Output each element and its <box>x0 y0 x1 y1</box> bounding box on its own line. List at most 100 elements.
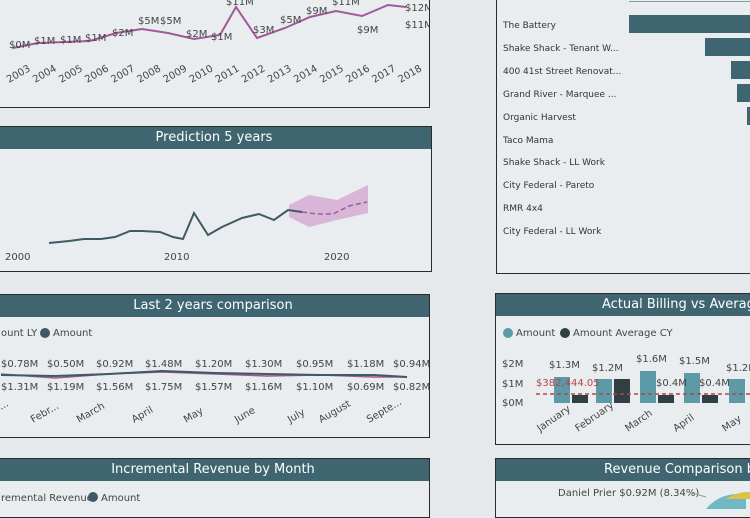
revenue-by-year-panel: $0M $1M $1M $1M $2M $5M $5M $2M $1M $11M $3M $5M $9M… <box>0 0 430 108</box>
billing-list-panel: The Battery Shake Shack - Tenant W... 400 … <box>496 0 750 274</box>
year-value-label: $9M <box>357 25 378 36</box>
actual-billing-title: Actual Billing vs Average <box>496 294 750 316</box>
bar-grand-river <box>737 84 750 102</box>
avg-label: $382,444.05 <box>536 378 600 389</box>
revenue-line <box>12 3 407 49</box>
bar-jan-avg <box>572 395 588 403</box>
billing-item[interactable]: Shake Shack - LL Work <box>503 158 605 169</box>
year-value-label: $5M <box>280 15 301 26</box>
revenue-comparison-chart: Daniel Prier $0.92M (8.34%) <box>558 488 750 509</box>
incremental-chart: remental Revenue Amount <box>1 492 140 504</box>
bar-apr-avg <box>702 395 718 403</box>
year-value-label: $11M <box>332 0 360 8</box>
forecast-band <box>289 185 368 227</box>
ab-bar-label-4: $1.5M <box>679 356 710 367</box>
year-value-label: $1M <box>34 36 55 47</box>
legend-avg-dot <box>560 328 570 338</box>
year-tick: 2015 <box>318 63 346 85</box>
actual-billing-panel: Actual Billing vs Average Amount Amount … <box>495 293 750 445</box>
ab-ytick-2: $0M <box>502 398 523 409</box>
billing-item[interactable]: Shake Shack - Tenant W... <box>503 43 619 54</box>
legend-amount-dot <box>88 492 98 502</box>
year-tick: 2011 <box>214 63 242 85</box>
legend-amount-dot <box>503 328 513 338</box>
month-tick: ... <box>0 398 11 412</box>
year-tick: 2006 <box>83 63 111 85</box>
legend-ly: ount LY <box>1 328 38 339</box>
year-value-label: $1M <box>85 33 106 44</box>
year-tick: 2005 <box>57 63 85 85</box>
ly-value-label: $0.95M <box>296 359 333 370</box>
month-tick: May <box>182 406 205 426</box>
month-tick: August <box>317 399 353 426</box>
bar-mar-avg <box>658 395 674 403</box>
bar-jan-amount <box>554 377 570 403</box>
billing-item[interactable]: The Battery <box>503 21 556 31</box>
year-tick: 2014 <box>292 63 320 85</box>
ab-bar-label-6: $1.2M <box>726 363 750 374</box>
ab-ytick-0: $2M <box>502 359 523 370</box>
billing-item[interactable]: Grand River - Marquee ... <box>503 89 617 100</box>
year-tick: 2017 <box>370 63 398 85</box>
bar-apr-amount <box>684 373 700 403</box>
ab-bar-label-1: $1.2M <box>592 363 623 374</box>
month-tick: July <box>285 407 307 426</box>
leader-line <box>691 492 707 498</box>
last2-title: Last 2 years comparison <box>0 295 429 317</box>
amount-value-label: $1.19M <box>47 382 84 393</box>
bar-feb-avg <box>614 379 630 403</box>
month-tick: June <box>232 405 257 426</box>
ab-month-tick: May <box>720 414 743 435</box>
billing-item[interactable]: RMR 4x4 <box>503 204 543 215</box>
ab-month-tick: April <box>671 412 696 434</box>
month-tick: Septe... <box>365 397 404 426</box>
ly-value-label: $0.94M <box>393 359 430 370</box>
month-tick: Febr... <box>29 401 61 426</box>
ly-value-label: $0.78M <box>1 359 38 370</box>
year-value-label: $2M <box>112 28 133 39</box>
billing-item[interactable]: City Federal - LL Work <box>503 227 602 238</box>
revenue-comparison-title: Revenue Comparison by <box>496 459 750 481</box>
legend-inc: remental Revenue <box>1 493 93 504</box>
actual-line <box>48 208 303 244</box>
year-value-label: $11M <box>226 0 254 8</box>
ab-legend-avg: Amount Average CY <box>573 328 674 339</box>
billing-item[interactable]: City Federal - Pareto <box>503 181 595 192</box>
year-tick: 2009 <box>162 63 190 85</box>
ab-month-tick: February <box>573 400 616 434</box>
revenue-by-year-chart: $0M $1M $1M $1M $2M$5M $5M$2M $1M$11M$3M$5M$9M… <box>5 0 430 86</box>
pred-tick-0: 2000 <box>5 252 30 263</box>
bar-feb-amount <box>596 379 612 403</box>
billing-item[interactable]: Organic Harvest <box>503 112 576 123</box>
ab-bar-label-3: $0.4M <box>656 378 687 389</box>
bar-400-41st <box>731 61 750 79</box>
ab-bar-label-5: $0.4M <box>699 378 730 389</box>
bar-shake-shack-tenant <box>705 38 750 56</box>
year-tick: 2018 <box>397 63 425 85</box>
legend-amount: Amount <box>53 328 92 339</box>
ab-month-tick: January <box>535 404 573 435</box>
year-value-label: $2M <box>186 29 207 40</box>
ly-value-label: $1.48M <box>145 359 182 370</box>
ly-value-label: $1.30M <box>245 359 282 370</box>
billing-item[interactable]: Taco Mama <box>503 135 554 146</box>
year-value-label: $1M <box>60 35 81 46</box>
pred-tick-1: 2010 <box>164 252 189 263</box>
amount-value-label: $1.75M <box>145 382 182 393</box>
month-tick: March <box>75 401 107 426</box>
bar-organic-harvest <box>747 107 750 125</box>
year-tick: 2010 <box>188 63 216 85</box>
month-tick: April <box>130 405 155 426</box>
ab-ytick-1: $1M <box>502 379 523 390</box>
incremental-title: Incremental Revenue by Month <box>0 459 429 481</box>
year-value-label: $5M <box>160 16 181 27</box>
amount-value-label: $1.10M <box>296 382 333 393</box>
billing-item[interactable]: 400 41st Street Renovat... <box>503 66 622 77</box>
year-value-label: $11M <box>405 20 430 31</box>
prediction-title: Prediction 5 years <box>0 127 431 149</box>
ly-value-label: $0.92M <box>96 359 133 370</box>
year-tick: 2007 <box>109 63 137 85</box>
ab-month-tick: March <box>623 408 654 434</box>
last-2-years-panel: Last 2 years comparison ount LY Amount $… <box>0 294 430 438</box>
ly-value-label: $1.18M <box>347 359 384 370</box>
